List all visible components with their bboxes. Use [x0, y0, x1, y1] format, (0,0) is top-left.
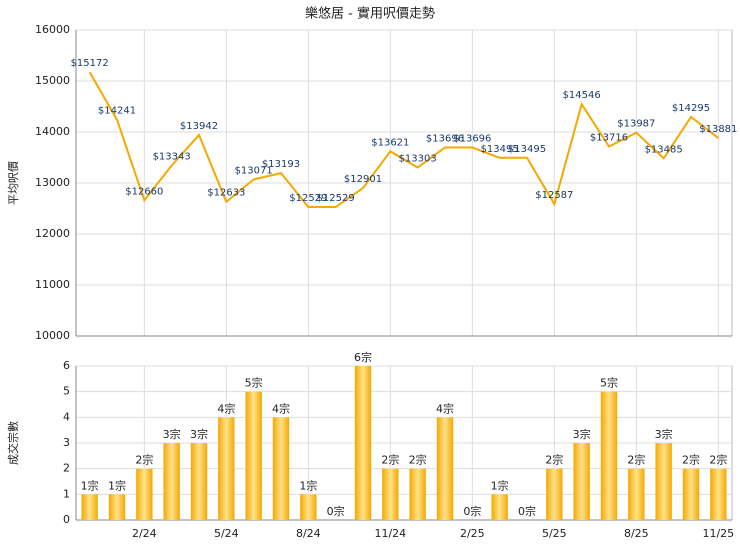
- y-tick-label: 15000: [35, 74, 70, 87]
- y-tick-label: 11000: [35, 278, 70, 291]
- data-label: $13696: [426, 134, 464, 145]
- bar: [190, 443, 208, 520]
- data-label: $13071: [235, 165, 273, 176]
- data-label: $12529: [317, 193, 355, 204]
- y-tick-label: 5: [63, 385, 70, 398]
- data-label: 3宗: [655, 427, 673, 441]
- y-axis-label: 成交宗數: [6, 421, 20, 465]
- data-label: $14295: [672, 103, 710, 114]
- x-tick-label: 5/24: [214, 527, 239, 540]
- data-label: 1宗: [81, 478, 99, 492]
- data-label: $14546: [563, 90, 601, 101]
- data-label: 2宗: [682, 453, 700, 467]
- x-tick-label: 2/24: [132, 527, 157, 540]
- y-tick-label: 16000: [35, 23, 70, 36]
- bar: [491, 494, 508, 520]
- data-label: $13485: [645, 144, 683, 155]
- data-label: $14241: [98, 106, 136, 117]
- data-label: $13881: [699, 124, 737, 135]
- y-tick-label: 14000: [35, 125, 70, 138]
- data-label: $13495: [508, 144, 546, 155]
- bar: [628, 468, 645, 520]
- bar: [354, 366, 372, 520]
- bar: [546, 468, 563, 520]
- data-label: $12660: [125, 186, 163, 197]
- x-tick-label: 8/24: [296, 527, 321, 540]
- y-tick-label: 0: [63, 513, 70, 526]
- bar: [245, 391, 262, 520]
- data-label: $12633: [207, 188, 245, 199]
- y-tick-label: 2: [63, 462, 70, 475]
- bar: [655, 443, 672, 520]
- data-label: 2宗: [381, 453, 399, 467]
- data-label: 5宗: [245, 376, 263, 390]
- data-label: $13987: [617, 119, 655, 130]
- data-label: 4宗: [272, 401, 290, 415]
- data-label: 0宗: [327, 504, 345, 518]
- data-label: 1宗: [299, 478, 317, 492]
- data-label: $13942: [180, 121, 218, 132]
- y-tick-label: 3: [63, 436, 70, 449]
- x-tick-label: 11/25: [702, 527, 734, 540]
- price-line: [88, 71, 719, 209]
- bar: [136, 468, 153, 520]
- data-label: 1宗: [108, 478, 126, 492]
- data-label: 1宗: [491, 478, 509, 492]
- data-label: $12901: [344, 174, 382, 185]
- y-axis-label: 平均呎價: [6, 161, 20, 205]
- bar: [409, 468, 426, 520]
- data-label: $13193: [262, 159, 300, 170]
- data-label: $13343: [153, 152, 191, 163]
- data-label: $12587: [535, 190, 573, 201]
- y-tick-label: 13000: [35, 176, 70, 189]
- chart-title: 樂悠居 - 實用呎價走勢: [305, 6, 435, 22]
- data-label: 2宗: [545, 453, 563, 467]
- bar: [710, 468, 727, 520]
- bar: [436, 417, 454, 520]
- data-label: 2宗: [627, 453, 645, 467]
- data-label: 3宗: [573, 427, 591, 441]
- bar: [382, 468, 399, 520]
- bar: [163, 443, 180, 520]
- data-label: $12529: [289, 193, 327, 204]
- data-label: 6宗: [354, 350, 372, 364]
- bar: [682, 468, 700, 520]
- data-label: $13495: [481, 144, 519, 155]
- data-label: 2宗: [135, 453, 153, 467]
- data-label: 0宗: [518, 504, 536, 518]
- data-label: 3宗: [163, 427, 181, 441]
- data-label: 0宗: [463, 504, 481, 518]
- y-tick-label: 6: [63, 359, 70, 372]
- data-label: 2宗: [409, 453, 427, 467]
- y-tick-label: 1: [63, 487, 70, 500]
- data-label: $13621: [371, 137, 409, 148]
- y-tick-label: 4: [63, 410, 70, 423]
- x-tick-label: 2/25: [460, 527, 485, 540]
- bar: [218, 417, 235, 520]
- data-label: $13303: [399, 154, 437, 165]
- bar: [272, 417, 290, 520]
- bar: [573, 443, 590, 520]
- data-label: 2宗: [709, 453, 727, 467]
- bar: [600, 391, 618, 520]
- x-tick-label: 5/25: [542, 527, 567, 540]
- data-label: $13696: [453, 134, 491, 145]
- x-tick-label: 11/24: [374, 527, 406, 540]
- data-label: 4宗: [217, 401, 235, 415]
- bar: [81, 494, 98, 520]
- bar: [300, 494, 317, 520]
- data-label: $13716: [590, 132, 628, 143]
- y-tick-label: 10000: [35, 329, 70, 342]
- y-tick-label: 12000: [35, 227, 70, 240]
- data-label: 4宗: [436, 401, 454, 415]
- data-label: 3宗: [190, 427, 208, 441]
- data-label: $15172: [71, 58, 109, 69]
- bar: [108, 494, 126, 520]
- x-tick-label: 8/25: [624, 527, 649, 540]
- data-label: 5宗: [600, 376, 618, 390]
